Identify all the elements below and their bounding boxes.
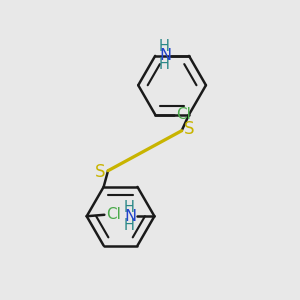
Text: S: S xyxy=(184,120,194,138)
Text: S: S xyxy=(95,163,106,181)
Text: H: H xyxy=(124,200,135,215)
Text: Cl: Cl xyxy=(106,207,121,222)
Text: H: H xyxy=(158,39,169,54)
Text: H: H xyxy=(158,57,169,72)
Text: N: N xyxy=(159,48,171,63)
Text: H: H xyxy=(124,218,135,233)
Text: Cl: Cl xyxy=(176,107,191,122)
Text: N: N xyxy=(124,209,136,224)
